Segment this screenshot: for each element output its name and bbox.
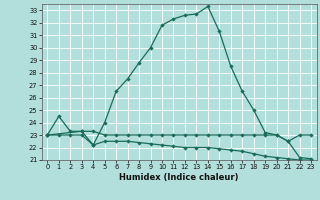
X-axis label: Humidex (Indice chaleur): Humidex (Indice chaleur)	[119, 173, 239, 182]
